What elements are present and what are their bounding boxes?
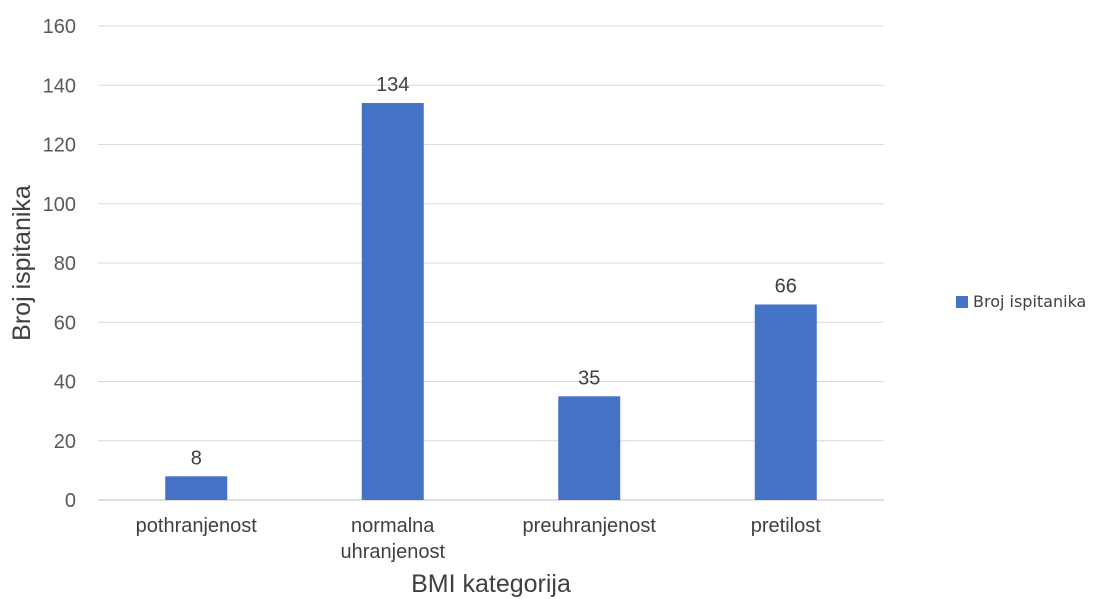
y-tick-label: 80 [54,253,76,275]
bar [361,103,424,501]
data-label: 134 [376,74,409,96]
y-tick-label: 100 [43,194,76,216]
y-tick-label: 60 [54,312,76,334]
legend-label: Broj ispitanika [973,292,1087,311]
bars [165,103,817,501]
data-label: 8 [191,447,202,469]
legend-swatch [956,295,968,308]
x-category-label: normalna uhranjenost [340,515,445,563]
bar [558,396,621,500]
bar [165,476,228,500]
gridlines [98,25,884,501]
data-label: 35 [578,367,600,389]
x-category-label: preuhranjenost [523,515,657,537]
y-tick-label: 0 [65,490,76,512]
data-labels: 8 134 35 66 [191,74,797,469]
x-category-label: pretilost [751,515,821,537]
x-axis-categories: pothranjenost normalna uhranjenost preuhran… [136,515,822,563]
y-tick-label: 140 [43,75,76,97]
x-category-label: pothranjenost [136,515,258,537]
y-tick-label: 120 [43,135,76,157]
bar [754,304,817,500]
y-axis-title: Broj ispitanika [8,185,36,341]
data-label: 66 [775,275,797,297]
y-axis-ticks: 0 20 40 60 80 100 120 140 160 [43,16,76,512]
y-tick-label: 20 [54,431,76,453]
x-axis-title: BMI kategorija [411,570,571,598]
y-tick-label: 160 [43,16,76,38]
legend: Broj ispitanika [956,292,1086,311]
y-tick-label: 40 [54,372,76,394]
